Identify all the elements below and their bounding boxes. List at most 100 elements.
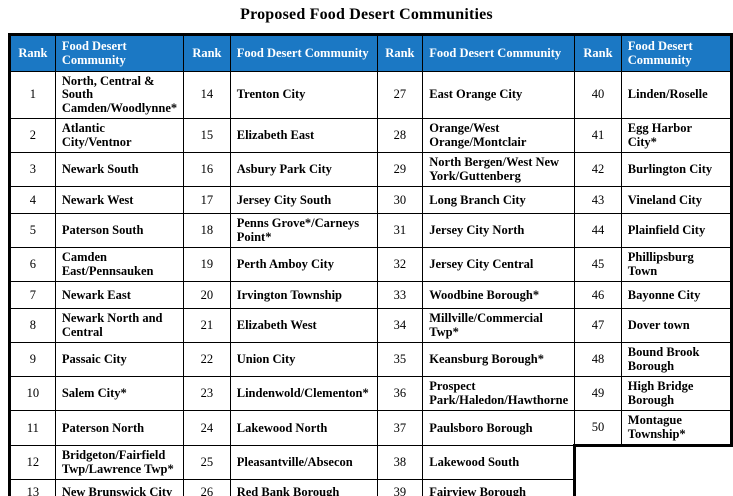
rank-cell: 5 [8,213,56,249]
rank-cell: 20 [183,281,231,310]
rank-cell: 38 [376,445,424,481]
table-row: 6 Camden East/Pennsauken 19 Perth Amboy Cit… [8,247,733,283]
community-cell: Paterson North [54,410,185,447]
food-desert-table: Rank Food Desert Community Rank Food Des… [8,33,733,496]
rank-cell: 15 [183,118,231,154]
community-cell: Woodbine Borough* [422,281,576,310]
rank-cell: 42 [574,152,622,188]
rank-cell: 30 [376,186,424,215]
rank-cell: 12 [8,445,56,481]
table-row: 12 Bridgeton/Fairfield Twp/Lawrence Twp* 2… [8,445,732,481]
community-cell: Prospect Park/Haledon/Hawthorne [422,376,576,412]
rank-cell: 3 [8,152,56,188]
rank-cell: 16 [183,152,231,188]
community-cell: Paterson South [54,213,185,249]
table-row: 4 Newark West 17 Jersey City South 30 Long Br… [8,186,733,215]
community-cell: Salem City* [54,376,185,412]
community-cell: Newark East [54,281,185,310]
community-cell: Atlantic City/Ventnor [54,118,185,154]
table-row: 5 Paterson South 18 Penns Grove*/Carneys Po… [8,213,733,249]
rank-cell: 26 [183,479,231,496]
rank-cell: 19 [183,247,231,283]
rank-cell: 24 [183,410,231,447]
rank-cell: 7 [8,281,56,310]
rank-cell: 27 [376,70,424,120]
rank-cell: 8 [8,308,56,344]
rank-header: Rank [574,33,622,72]
rank-cell: 34 [376,308,424,344]
community-cell: Red Bank Borough [229,479,378,496]
community-cell: Fairview Borough [422,479,577,496]
header-row: Rank Food Desert Community Rank Food Des… [8,33,733,72]
table-row: 11 Paterson North 24 Lakewood North 37 Paulsb… [8,410,733,448]
rank-header: Rank [183,33,231,72]
rank-cell: 14 [183,70,231,120]
rank-cell: 33 [376,281,424,310]
community-cell: Lakewood North [229,410,378,447]
rank-cell: 11 [8,410,56,447]
table-row: 2 Atlantic City/Ventnor 15 Elizabeth East 28… [8,118,733,154]
community-header: Food Desert Community [620,33,733,72]
community-cell: High Bridge Borough [620,376,733,412]
community-cell: Bound Brook Borough [620,342,733,378]
community-cell: Jersey City North [422,213,576,249]
blank-cell [621,446,731,480]
community-cell: Union City [229,342,378,378]
table-header: Rank Food Desert Community Rank Food Des… [8,33,733,72]
community-cell: Orange/West Orange/Montclair [422,118,576,154]
community-cell: Camden East/Pennsauken [54,247,185,283]
rank-cell: 2 [8,118,56,154]
community-cell: Irvington Township [229,281,378,310]
rank-cell: 9 [8,342,56,378]
community-cell: Keansburg Borough* [422,342,576,378]
community-cell: Long Branch City [422,186,576,215]
community-cell: Perth Amboy City [229,247,378,283]
community-cell: Asbury Park City [229,152,378,188]
community-cell: Paulsboro Borough [422,410,576,447]
rank-header: Rank [376,33,424,72]
community-cell: Pleasantville/Absecon [229,445,378,481]
rank-cell: 29 [376,152,424,188]
table-row: 13 New Brunswick City 26 Red Bank Borough 39… [8,479,732,496]
rank-cell: 23 [183,376,231,412]
rank-cell: 6 [8,247,56,283]
community-header: Food Desert Community [54,33,185,72]
community-cell: Jersey City Central [422,247,576,283]
rank-cell: 40 [574,70,622,120]
rank-cell: 50 [574,410,622,448]
community-cell: Trenton City [229,70,378,120]
table-row: 8 Newark North and Central 21 Elizabeth Wes… [8,308,733,344]
table-row: 3 Newark South 16 Asbury Park City 29 North B… [8,152,733,188]
community-header: Food Desert Community [422,33,576,72]
table-row: 7 Newark East 20 Irvington Township 33 Woodbi… [8,281,733,310]
rank-cell: 4 [8,186,56,215]
rank-cell: 43 [574,186,622,215]
rank-cell: 45 [574,247,622,283]
rank-cell: 36 [376,376,424,412]
table-row: 9 Passaic City 22 Union City 35 Keansburg Bor… [8,342,733,378]
table-row: 10 Salem City* 23 Lindenwold/Clementon* 36 Pr… [8,376,733,412]
blank-cell [575,480,622,496]
rank-cell: 18 [183,213,231,249]
blank-cell [621,480,731,496]
rank-cell: 1 [8,70,56,120]
rank-cell: 32 [376,247,424,283]
community-header: Food Desert Community [229,33,378,72]
community-cell: Newark West [54,186,185,215]
community-cell: Phillipsburg Town [620,247,733,283]
rank-cell: 22 [183,342,231,378]
community-cell: Elizabeth West [229,308,378,344]
rank-cell: 44 [574,213,622,249]
community-cell: Dover town [620,308,733,344]
rank-cell: 37 [376,410,424,447]
rank-cell: 47 [574,308,622,344]
community-cell: New Brunswick City [54,479,185,496]
community-cell: Penns Grove*/Carneys Point* [229,213,378,249]
community-cell: Millville/Commercial Twp* [422,308,576,344]
rank-cell: 10 [8,376,56,412]
community-cell: Newark South [54,152,185,188]
rank-cell: 25 [183,445,231,481]
community-cell: North, Central & South Camden/Woodlynne* [54,70,185,120]
community-cell: Elizabeth East [229,118,378,154]
